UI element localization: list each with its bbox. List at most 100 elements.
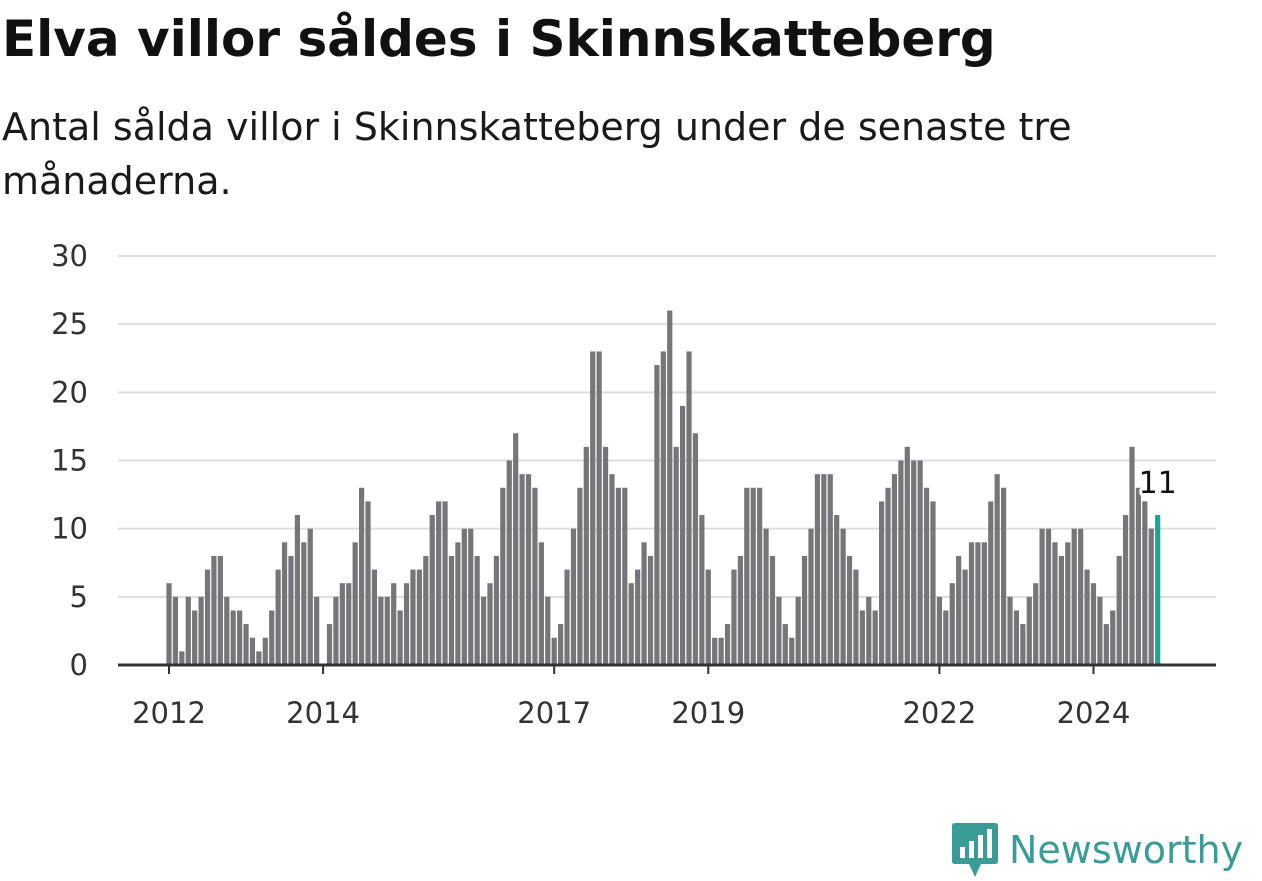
- bar: [346, 583, 352, 665]
- bar: [1052, 542, 1058, 665]
- bar-chart: 0 5 10 15 20 25 30 2012 2014 2017 2019 2022 2024 11: [51, 239, 1216, 730]
- bar: [808, 528, 814, 665]
- bar: [1103, 624, 1109, 665]
- bar: [602, 446, 609, 665]
- bar: [840, 528, 846, 665]
- bar: [949, 583, 955, 665]
- bar: [641, 542, 647, 665]
- bar: [763, 528, 769, 665]
- bar: [962, 569, 968, 665]
- bar: [769, 555, 776, 665]
- bar: [911, 460, 917, 665]
- bar: [1135, 487, 1142, 665]
- x-tick-label: 2017: [517, 696, 591, 730]
- bar: [885, 487, 891, 665]
- bar: [968, 542, 975, 665]
- bar: [1071, 528, 1077, 665]
- bar: [192, 610, 198, 665]
- bar: [1148, 528, 1154, 665]
- bar: [1116, 555, 1122, 665]
- bar: [1129, 446, 1135, 665]
- bar: [429, 515, 435, 665]
- bar: [166, 583, 172, 665]
- bar: [680, 405, 686, 665]
- bar: [1033, 583, 1039, 665]
- y-tick-label: 30: [51, 239, 88, 273]
- bar: [179, 651, 185, 665]
- bar: [558, 624, 564, 665]
- bar: [1142, 501, 1148, 665]
- bar: [436, 501, 442, 665]
- bar: [834, 515, 840, 665]
- bar: [686, 351, 692, 665]
- bar-highlight: [1155, 515, 1161, 665]
- bar: [448, 555, 455, 665]
- bar: [1045, 528, 1052, 665]
- bar: [795, 596, 801, 665]
- bar: [513, 433, 519, 665]
- bar: [275, 569, 281, 665]
- bar: [237, 610, 243, 665]
- bar: [647, 555, 654, 665]
- bar: [712, 637, 718, 665]
- bar: [692, 433, 699, 665]
- bar: [480, 596, 487, 665]
- bar: [262, 637, 268, 665]
- bar: [564, 569, 570, 665]
- bar: [782, 624, 788, 665]
- bar: [898, 460, 904, 665]
- bar: [583, 446, 589, 665]
- bar: [500, 487, 506, 665]
- bar: [660, 351, 666, 665]
- bar: [731, 569, 737, 665]
- bar: [622, 487, 628, 665]
- x-tick-label: 2019: [671, 696, 745, 730]
- bar: [487, 583, 493, 665]
- bar: [1020, 624, 1026, 665]
- bar: [307, 528, 313, 665]
- annotations: 11: [1136, 463, 1180, 504]
- bar: [699, 515, 705, 665]
- bar: [461, 528, 467, 665]
- y-tick-label: 15: [51, 444, 88, 478]
- bar: [243, 624, 249, 665]
- bar: [314, 596, 320, 665]
- grid-lines: [118, 255, 1216, 598]
- bar: [410, 569, 416, 665]
- bar: [294, 515, 300, 665]
- bar: [975, 542, 981, 665]
- bar: [1013, 610, 1020, 665]
- bar: [230, 610, 236, 665]
- bar: [917, 460, 923, 665]
- bar: [423, 555, 429, 665]
- bar: [391, 583, 397, 665]
- bar: [1001, 487, 1007, 665]
- chart-subtitle: Antal sålda villor i Skinnskatteberg und…: [2, 105, 1072, 203]
- bar: [468, 528, 474, 665]
- bar: [596, 351, 602, 665]
- bar: [525, 474, 532, 665]
- bar: [455, 542, 461, 665]
- bar: [667, 310, 673, 665]
- bar: [577, 487, 583, 665]
- bar: [172, 596, 179, 665]
- bar: [904, 446, 910, 665]
- bar: [365, 501, 371, 665]
- x-tick-label: 2024: [1057, 696, 1131, 730]
- bar: [590, 351, 596, 665]
- last-value-label: 11: [1139, 466, 1177, 501]
- bar: [776, 596, 782, 665]
- bar: [821, 474, 827, 665]
- bar: [981, 542, 987, 665]
- bar: [744, 487, 750, 665]
- bar: [853, 569, 859, 665]
- bar: [288, 555, 294, 665]
- x-tick-label: 2012: [132, 696, 206, 730]
- bar: [628, 583, 634, 665]
- bar: [204, 569, 211, 665]
- bar: [846, 555, 853, 665]
- bar: [956, 555, 962, 665]
- bar: [333, 596, 339, 665]
- bar: [635, 569, 641, 665]
- bar: [750, 487, 756, 665]
